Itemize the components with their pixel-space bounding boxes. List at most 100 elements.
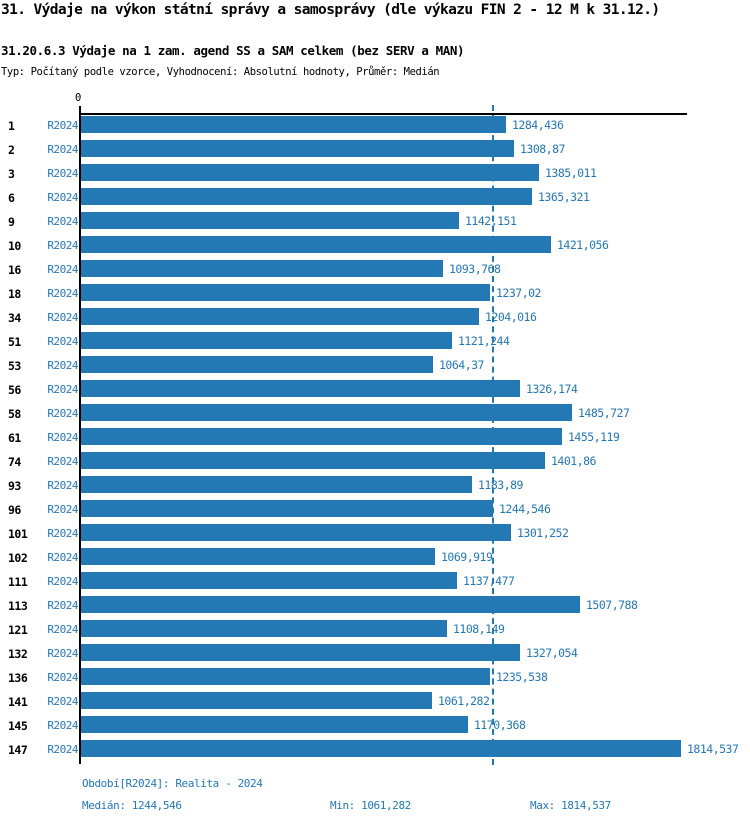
row-value-label: 1455,119 — [568, 430, 620, 444]
row-category-label: 9 — [8, 215, 15, 229]
row-bar — [81, 380, 520, 397]
row-value-label: 1183,89 — [478, 478, 523, 492]
row-value-label: 1108,149 — [453, 622, 505, 636]
chart-row: 9 R2024 1142,151 — [0, 210, 750, 234]
chart-row: 51 R2024 1121,244 — [0, 330, 750, 354]
row-bar — [81, 644, 520, 661]
row-category-label: 136 — [8, 671, 28, 685]
chart-row: 145 R2024 1170,368 — [0, 714, 750, 738]
chart-row: 16 R2024 1093,768 — [0, 258, 750, 282]
row-category-label: 101 — [8, 527, 28, 541]
row-category-label: 61 — [8, 431, 21, 445]
row-series-label: R2024 — [47, 143, 78, 156]
row-bar — [81, 716, 468, 733]
row-category-label: 93 — [8, 479, 21, 493]
x-axis-line — [79, 113, 687, 115]
chart-row: 18 R2024 1237,02 — [0, 282, 750, 306]
row-category-label: 145 — [8, 719, 28, 733]
row-bar — [81, 212, 459, 229]
row-bar — [81, 620, 447, 637]
row-bar — [81, 116, 506, 133]
row-value-label: 1121,244 — [458, 334, 510, 348]
row-value-label: 1204,016 — [485, 310, 537, 324]
chart-row: 93 R2024 1183,89 — [0, 474, 750, 498]
row-category-label: 53 — [8, 359, 21, 373]
row-bar — [81, 428, 562, 445]
row-value-label: 1235,538 — [496, 670, 548, 684]
row-bar — [81, 572, 457, 589]
row-category-label: 141 — [8, 695, 28, 709]
row-value-label: 1301,252 — [517, 526, 569, 540]
report-subtitle: 31.20.6.3 Výdaje na 1 zam. agend SS a SA… — [1, 43, 465, 58]
row-bar — [81, 164, 539, 181]
chart-row: 136 R2024 1235,538 — [0, 666, 750, 690]
row-category-label: 3 — [8, 167, 15, 181]
axis-origin-label: 0 — [75, 92, 82, 104]
report-title: 31. Výdaje na výkon státní správy a samo… — [1, 2, 660, 18]
row-bar — [81, 524, 511, 541]
row-value-label: 1284,436 — [512, 118, 564, 132]
chart-row: 58 R2024 1485,727 — [0, 402, 750, 426]
row-value-label: 1421,056 — [557, 238, 609, 252]
row-value-label: 1308,87 — [520, 142, 565, 156]
row-bar — [81, 284, 490, 301]
row-category-label: 147 — [8, 743, 28, 757]
row-bar — [81, 260, 443, 277]
row-category-label: 96 — [8, 503, 21, 517]
row-value-label: 1142,151 — [465, 214, 517, 228]
footer-min: Min: 1061,282 — [330, 799, 411, 812]
chart-row: 102 R2024 1069,919 — [0, 546, 750, 570]
row-bar — [81, 596, 580, 613]
row-series-label: R2024 — [47, 743, 78, 756]
row-category-label: 6 — [8, 191, 15, 205]
row-category-label: 18 — [8, 287, 21, 301]
row-series-label: R2024 — [47, 311, 78, 324]
row-series-label: R2024 — [47, 455, 78, 468]
row-value-label: 1137,477 — [463, 574, 515, 588]
bar-chart: 1 R2024 1284,436 2 R2024 1308,87 3 R2024… — [0, 114, 750, 762]
footer-max: Max: 1814,537 — [530, 799, 611, 812]
chart-row: 101 R2024 1301,252 — [0, 522, 750, 546]
report-meta-line: Typ: Počítaný podle vzorce, Vyhodnocení:… — [1, 66, 440, 78]
row-value-label: 1814,537 — [687, 742, 739, 756]
row-bar — [81, 692, 432, 709]
row-series-label: R2024 — [47, 407, 78, 420]
row-category-label: 102 — [8, 551, 28, 565]
footer-median: Medián: 1244,546 — [82, 799, 182, 812]
row-category-label: 34 — [8, 311, 21, 325]
row-value-label: 1327,054 — [526, 646, 578, 660]
row-series-label: R2024 — [47, 503, 78, 516]
row-category-label: 74 — [8, 455, 21, 469]
row-series-label: R2024 — [47, 191, 78, 204]
chart-row: 53 R2024 1064,37 — [0, 354, 750, 378]
row-category-label: 16 — [8, 263, 21, 277]
chart-row: 132 R2024 1327,054 — [0, 642, 750, 666]
row-series-label: R2024 — [47, 287, 78, 300]
row-value-label: 1061,282 — [438, 694, 490, 708]
chart-row: 141 R2024 1061,282 — [0, 690, 750, 714]
row-series-label: R2024 — [47, 335, 78, 348]
row-series-label: R2024 — [47, 575, 78, 588]
row-bar — [81, 548, 435, 565]
chart-row: 1 R2024 1284,436 — [0, 114, 750, 138]
row-value-label: 1093,768 — [449, 262, 501, 276]
chart-row: 56 R2024 1326,174 — [0, 378, 750, 402]
y-axis-line — [79, 106, 81, 764]
row-category-label: 132 — [8, 647, 28, 661]
chart-row: 34 R2024 1204,016 — [0, 306, 750, 330]
row-series-label: R2024 — [47, 551, 78, 564]
row-value-label: 1365,321 — [538, 190, 590, 204]
chart-row: 147 R2024 1814,537 — [0, 738, 750, 762]
row-bar — [81, 188, 532, 205]
row-series-label: R2024 — [47, 599, 78, 612]
row-series-label: R2024 — [47, 671, 78, 684]
row-category-label: 1 — [8, 119, 15, 133]
chart-row: 3 R2024 1385,011 — [0, 162, 750, 186]
row-value-label: 1326,174 — [526, 382, 578, 396]
row-series-label: R2024 — [47, 359, 78, 372]
chart-row: 2 R2024 1308,87 — [0, 138, 750, 162]
chart-row: 111 R2024 1137,477 — [0, 570, 750, 594]
row-category-label: 10 — [8, 239, 21, 253]
row-value-label: 1401,86 — [551, 454, 596, 468]
